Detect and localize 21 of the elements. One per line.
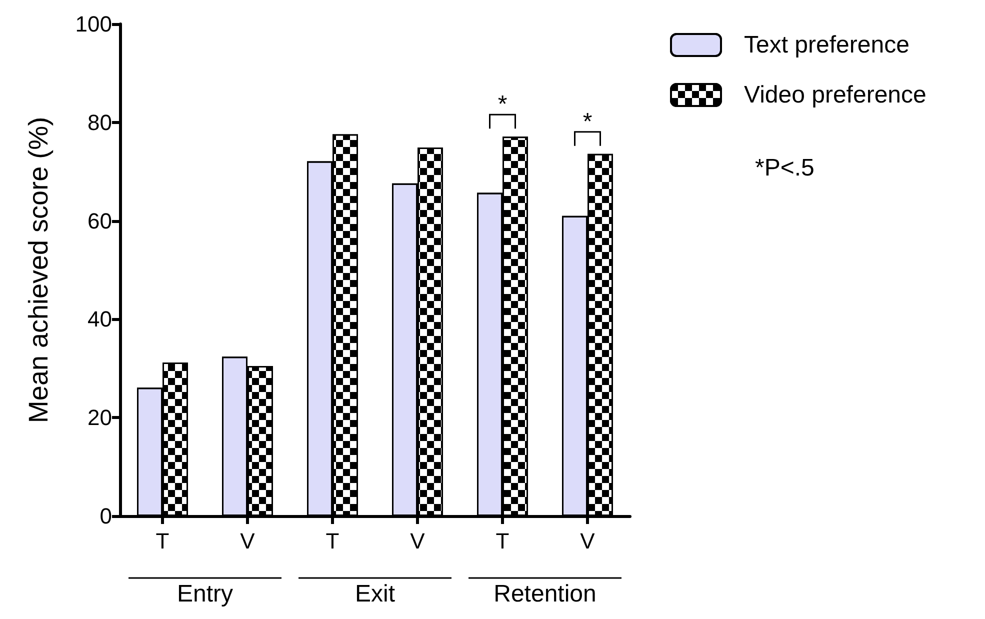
x-tick-label: T: [326, 528, 340, 554]
annotation: *: [498, 91, 508, 118]
x-tick-label: T: [156, 528, 170, 554]
y-axis-title: Mean achieved score (%): [24, 116, 54, 424]
text: Entry: [176, 580, 234, 608]
text: Exit: [354, 580, 396, 608]
y-tick-label: 80: [88, 110, 112, 135]
y-tick-label: 20: [88, 405, 112, 430]
text: *P<.5: [755, 154, 814, 182]
y-tick-label: 40: [88, 306, 112, 332]
y-tick-label: 0: [100, 504, 112, 528]
legend-label: Video preference: [744, 82, 926, 108]
legend-label: Text preference: [744, 32, 910, 58]
annotation: *: [582, 108, 592, 136]
y-tick-label: 60: [88, 208, 112, 234]
x-tick-label: V: [580, 528, 596, 554]
x-tick-label: T: [496, 528, 510, 554]
y-tick-label: 100: [75, 12, 112, 36]
x-tick-label: V: [240, 528, 256, 554]
x-tick-label: V: [410, 528, 426, 554]
text: Retention: [494, 580, 596, 608]
